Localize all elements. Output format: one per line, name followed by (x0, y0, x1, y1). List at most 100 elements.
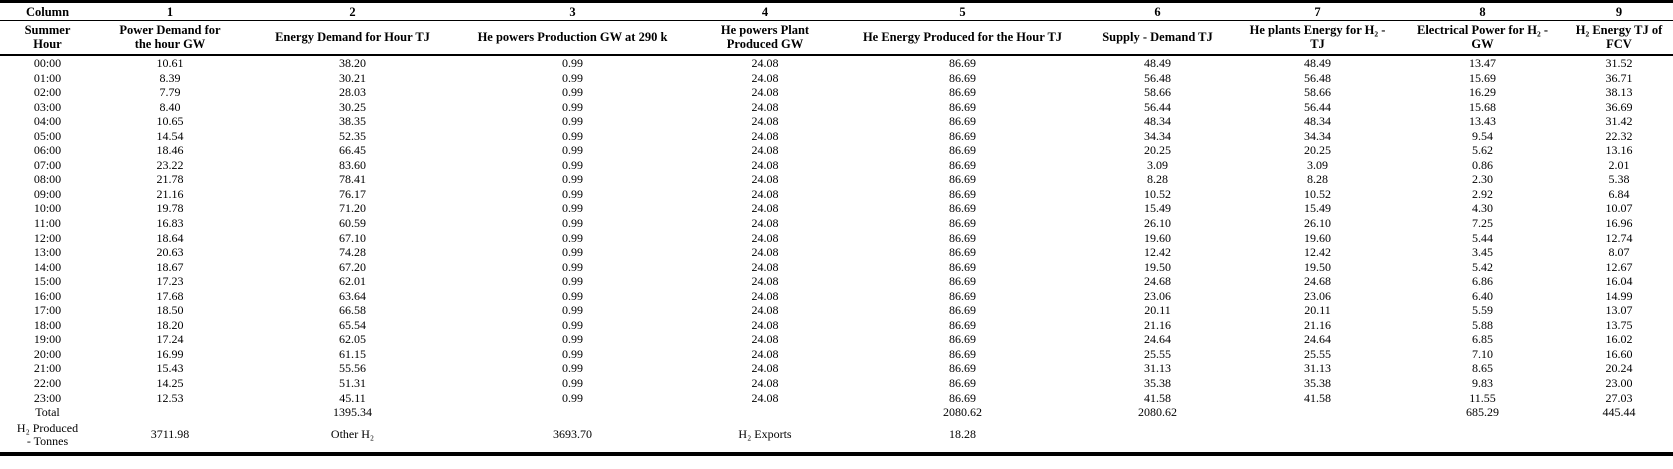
value-cell: 24.08 (751, 128, 779, 143)
value-cell: 86.69 (949, 346, 976, 361)
value-cell: 18.64 (156, 230, 184, 245)
value-cell: 5.62 (1472, 143, 1493, 158)
value-cell: 0.99 (562, 143, 583, 158)
value-cell: 0.99 (562, 216, 583, 231)
column-header-cell: Power Demand for the hour GW (95, 20, 245, 56)
value-cell: 24.08 (751, 230, 779, 245)
value-cell: 65.54 (339, 317, 366, 332)
value-cell: 86.69 (949, 303, 976, 318)
table-row-0400: 04:00 10.65 38.35 0.99 24.08 86.69 48.34 48.34 1… (0, 114, 1673, 129)
value-cell: 62.05 (339, 332, 366, 347)
footer-value-cell (1400, 420, 1565, 454)
value-cell: 3.45 (1472, 245, 1493, 260)
value-cell: 74.28 (339, 245, 366, 260)
hour-cell: 16:00 (33, 288, 62, 303)
value-cell: 16.60 (1605, 346, 1633, 361)
value-cell: 66.58 (339, 303, 366, 318)
value-cell: 18.50 (156, 303, 184, 318)
value-cell: 15.43 (156, 361, 184, 376)
hour-cell: 21:00 (33, 361, 62, 376)
value-cell: 5.88 (1472, 317, 1493, 332)
value-cell: 0.99 (562, 85, 583, 100)
value-cell: 0.99 (562, 56, 583, 70)
value-cell: 20.25 (1304, 143, 1331, 158)
value-cell: 12.42 (1304, 245, 1331, 260)
value-cell: 15.68 (1469, 99, 1496, 114)
value-cell: 24.08 (751, 186, 779, 201)
value-cell: 6.86 (1472, 274, 1493, 289)
total-value-cell (685, 405, 845, 420)
value-cell: 86.69 (949, 56, 976, 70)
value-cell: 0.99 (562, 230, 583, 245)
hour-cell: 05:00 (33, 128, 62, 143)
value-cell: 12.53 (156, 390, 184, 405)
value-cell: 86.69 (949, 85, 976, 100)
column-header-cell: Supply - Demand TJ (1080, 20, 1235, 56)
value-cell: 41.58 (1304, 390, 1331, 405)
table-row-1200: 12:00 18.64 67.10 0.99 24.08 86.69 19.60 19.60 5… (0, 231, 1673, 246)
column-header-row: Summer Hour Power Demand for the hour GW E… (0, 20, 1673, 56)
table-row-1300: 13:00 20.63 74.28 0.99 24.08 86.69 12.42 12.42 3… (0, 245, 1673, 260)
column-index-cell: 3 (460, 1, 685, 21)
total-value-cell: 2080.62 (1138, 405, 1177, 420)
table-row-1600: 16:00 17.68 63.64 0.99 24.08 86.69 23.06 23.06 6… (0, 289, 1673, 304)
value-cell: 0.99 (562, 390, 583, 405)
total-value-cell: 1395.34 (333, 405, 372, 420)
hour-cell: 14:00 (33, 259, 62, 274)
value-cell: 67.20 (339, 259, 366, 274)
value-cell: 20.63 (156, 245, 184, 260)
value-cell: 20.25 (1144, 143, 1171, 158)
value-cell: 6.85 (1472, 332, 1493, 347)
hour-cell: 10:00 (33, 201, 62, 216)
value-cell: 13.16 (1605, 143, 1633, 158)
value-cell: 8.40 (159, 99, 181, 114)
value-cell: 24.08 (751, 70, 779, 85)
value-cell: 86.69 (949, 216, 976, 231)
value-cell: 24.08 (751, 172, 779, 187)
value-cell: 18.20 (156, 317, 184, 332)
column-label-cell: Column (0, 1, 95, 21)
value-cell: 24.64 (1144, 332, 1171, 347)
column-index-cell: 5 (845, 1, 1080, 21)
value-cell: 31.52 (1605, 56, 1633, 70)
value-cell: 20.11 (1304, 303, 1331, 318)
footer-label-cell: H₂ Produced - Tonnes (16, 420, 79, 449)
value-cell: 17.23 (156, 274, 184, 289)
hour-cell: 02:00 (33, 85, 62, 100)
value-cell: 16.04 (1605, 274, 1633, 289)
footer-value-cell (1235, 420, 1400, 454)
table-row-0500: 05:00 14.54 52.35 0.99 24.08 86.69 34.34 34.34 9… (0, 129, 1673, 144)
value-cell: 86.69 (949, 317, 976, 332)
value-cell: 13.07 (1605, 303, 1633, 318)
value-cell: 21.78 (156, 172, 184, 187)
value-cell: 10.52 (1304, 186, 1331, 201)
hour-header-cell: Summer Hour (0, 20, 95, 56)
value-cell: 86.69 (949, 128, 976, 143)
value-cell: 0.99 (562, 303, 583, 318)
value-cell: 35.38 (1144, 376, 1171, 391)
value-cell: 17.68 (156, 288, 184, 303)
table-row-0000: 00:00 10.61 38.20 0.99 24.08 86.69 48.49 48.49 1… (0, 55, 1673, 71)
table-row-0800: 08:00 21.78 78.41 0.99 24.08 86.69 8.28 8.28 2.3… (0, 172, 1673, 187)
value-cell: 58.66 (1144, 85, 1171, 100)
column-header-cell: Energy Demand for Hour TJ (245, 20, 460, 56)
value-cell: 14.54 (156, 128, 184, 143)
value-cell: 24.08 (751, 303, 779, 318)
value-cell: 56.44 (1304, 99, 1331, 114)
value-cell: 86.69 (949, 390, 976, 405)
value-cell: 24.08 (751, 361, 779, 376)
value-cell: 24.08 (751, 157, 779, 172)
table-row-2300: 23:00 12.53 45.11 0.99 24.08 86.69 41.58 41.58 1… (0, 391, 1673, 406)
total-value-cell (95, 405, 245, 420)
value-cell: 8.28 (1307, 172, 1328, 187)
energy-table: Column 1 2 3 4 5 6 7 8 9 Summer Hour Power Demand f… (0, 0, 1673, 456)
value-cell: 5.59 (1472, 303, 1493, 318)
value-cell: 24.08 (751, 245, 779, 260)
value-cell: 34.34 (1304, 128, 1331, 143)
value-cell: 15.49 (1144, 201, 1171, 216)
value-cell: 45.11 (339, 390, 366, 405)
value-cell: 2.01 (1608, 157, 1630, 172)
value-cell: 21.16 (1304, 317, 1331, 332)
value-cell: 86.69 (949, 70, 976, 85)
table-row-0900: 09:00 21.16 76.17 0.99 24.08 86.69 10.52 10.52 2… (0, 187, 1673, 202)
